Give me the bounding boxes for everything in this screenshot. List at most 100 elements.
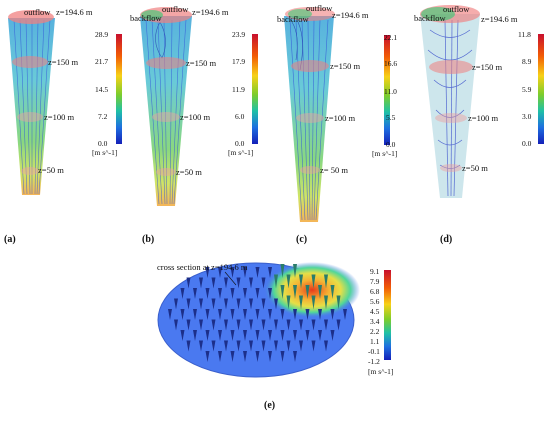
panel-label: (a) (4, 234, 16, 245)
velocity-arrow (274, 274, 278, 289)
velocity-arrow (299, 319, 303, 331)
velocity-arrow (305, 309, 310, 320)
colorbar (384, 35, 390, 145)
colorbar-tick: 4.5 (370, 307, 380, 316)
ring-50 (156, 168, 176, 176)
velocity-arrow (280, 330, 285, 341)
tower-body (420, 14, 480, 198)
colorbar-tick: 3.4 (370, 317, 380, 326)
velocity-arrow (199, 298, 203, 310)
panel-c: outflow backflow z=194.6 m z=150 m z=100… (277, 3, 397, 245)
colorbar-tick: 23.9 (232, 30, 245, 39)
panel-e: cross section at z=194.6 m 9.1 7.9 6.8 5… (157, 262, 393, 411)
velocity-arrow (205, 309, 210, 320)
colorbar-tick: 22.1 (384, 33, 397, 42)
velocity-arrow (230, 288, 235, 299)
velocity-arrow (255, 351, 260, 362)
colorbar-tick: 6.0 (235, 112, 245, 121)
velocity-arrow (274, 340, 278, 352)
velocity-arrow (299, 274, 303, 289)
velocity-arrow (180, 288, 185, 299)
colorbar-tick: 28.9 (95, 30, 108, 39)
height-label: z=50 m (462, 163, 488, 173)
velocity-arrow (211, 319, 216, 331)
colorbar-tick: 16.6 (384, 59, 397, 68)
velocity-arrow (261, 319, 266, 331)
height-label: z=194.6 m (56, 7, 93, 17)
velocity-arrow (293, 330, 297, 341)
velocity-arrows (168, 264, 347, 362)
velocity-arrow (186, 319, 191, 331)
outflow-label: outflow (24, 7, 51, 17)
colorbar-tick: 9.1 (370, 267, 380, 276)
velocity-arrow (236, 277, 241, 289)
velocity-arrow (318, 309, 322, 320)
velocity-arrow (211, 277, 216, 289)
velocity-arrow (243, 267, 247, 278)
colorbar-tick: 11.9 (232, 85, 245, 94)
height-label: z=194.6 m (332, 10, 369, 20)
velocity-arrow (243, 351, 247, 362)
velocity-arrow (330, 285, 335, 299)
velocity-arrow (230, 351, 235, 362)
height-label: z=194.6 m (481, 14, 518, 24)
ring-100 (296, 113, 324, 123)
velocity-arrow (274, 298, 278, 310)
backflow-ring (421, 7, 455, 21)
colorbar-tick: 7.2 (98, 112, 108, 121)
height-label: z= 50 m (320, 165, 348, 175)
ring-50 (300, 166, 320, 174)
velocity-arrow (193, 309, 197, 320)
velocity-arrow (324, 340, 328, 352)
velocity-arrow (180, 309, 185, 320)
velocity-arrow (218, 351, 222, 362)
velocity-arrow (218, 267, 222, 278)
velocity-arrow (268, 330, 272, 341)
velocity-arrow (186, 277, 191, 289)
colorbar-unit: [m s^-1] (368, 367, 393, 376)
velocity-arrow (249, 319, 253, 331)
velocity-arrow (268, 288, 272, 299)
velocity-arrow (218, 330, 222, 341)
velocity-arrow (174, 298, 178, 310)
ring-150 (291, 60, 329, 72)
height-label: z=150 m (48, 57, 78, 67)
velocity-arrow (311, 319, 316, 331)
velocity-arrow (249, 298, 253, 310)
colorbar-tick: 0.0 (522, 139, 532, 148)
velocity-arrow (324, 319, 328, 331)
streamlines (289, 19, 329, 221)
ring-150 (12, 56, 48, 68)
velocity-arrow (249, 277, 253, 289)
velocity-arrow (286, 295, 291, 310)
colorbar (252, 34, 258, 144)
velocity-arrow (205, 288, 210, 299)
velocity-arrow (205, 351, 210, 362)
colorbar-unit: [m s^-1] (372, 149, 397, 158)
velocity-arrow (168, 309, 172, 320)
velocity-arrow (199, 277, 203, 289)
velocity-arrow (330, 330, 335, 341)
backflow-label: backflow (130, 13, 162, 23)
velocity-arrow (280, 309, 285, 320)
velocity-arrow (230, 309, 235, 320)
velocity-arrow (255, 288, 260, 299)
velocity-arrow (330, 309, 335, 320)
outflow-label: outflow (162, 4, 189, 14)
ring-150 (146, 57, 186, 69)
velocity-arrow (286, 340, 291, 352)
velocity-arrow (224, 298, 228, 310)
colorbar-tick: 17.9 (232, 57, 245, 66)
velocity-arrow (293, 351, 297, 362)
backflow-ring (288, 9, 312, 19)
annotation-leader (224, 271, 237, 286)
velocity-arrow (299, 295, 303, 310)
velocity-arrow (343, 309, 347, 320)
velocity-arrow (211, 298, 216, 310)
colorbar (538, 34, 544, 144)
ring-100 (17, 112, 43, 122)
velocity-arrow (218, 288, 222, 299)
velocity-arrow (261, 298, 266, 310)
velocity-arrow (318, 330, 322, 341)
velocity-arrow (268, 351, 272, 362)
